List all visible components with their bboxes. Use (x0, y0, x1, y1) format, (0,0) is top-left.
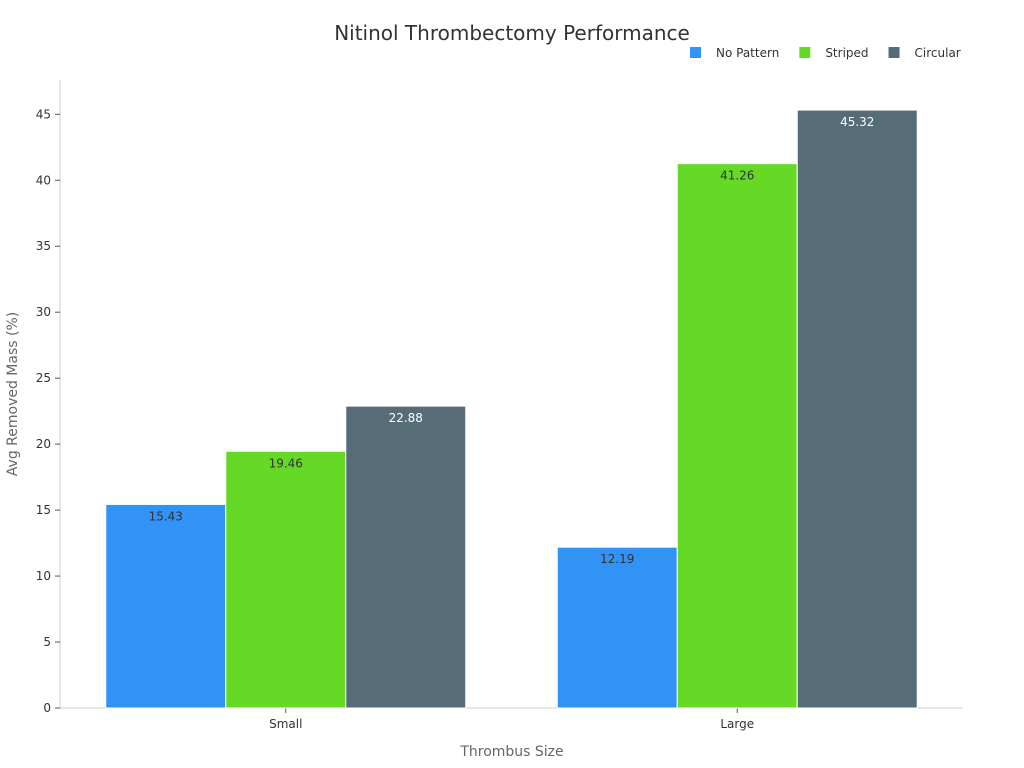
y-tick-label: 10 (36, 569, 51, 583)
y-tick-label: 40 (36, 173, 51, 187)
bar-value-label: 19.46 (269, 456, 303, 470)
bar-circular-large (796, 109, 918, 709)
y-tick-label: 20 (36, 437, 51, 451)
bar-circular-small (345, 405, 467, 709)
bar-labels: 15.43 19.46 22.88 12.19 41.26 45.32 (149, 115, 875, 566)
bar-value-label: 41.26 (720, 169, 754, 183)
x-tick-label: Large (720, 717, 754, 731)
legend-label: Striped (825, 46, 868, 60)
bar-no-pattern-small (105, 503, 227, 709)
y-tick-label: 35 (36, 239, 51, 253)
legend-label: No Pattern (716, 46, 779, 60)
legend: No Pattern Striped Circular (690, 46, 961, 60)
y-tick-label: 45 (36, 107, 51, 121)
legend-swatch-striped (799, 47, 811, 58)
x-axis: Small Large (60, 707, 963, 731)
chart-title: Nitinol Thrombectomy Performance (334, 21, 690, 45)
bar-value-label: 15.43 (149, 509, 183, 523)
legend-label: Circular (915, 46, 961, 60)
y-axis: 0 5 10 15 20 25 30 35 40 45 (36, 80, 61, 715)
bar-striped-large (676, 163, 798, 709)
bar-value-label: 12.19 (600, 552, 634, 566)
y-axis-title: Avg Removed Mass (%) (5, 312, 21, 476)
bar-no-pattern-large (556, 546, 678, 709)
y-tick-label: 25 (36, 371, 51, 385)
y-tick-label: 5 (43, 635, 51, 649)
y-tick-label: 30 (36, 305, 51, 319)
bar-striped-small (225, 450, 347, 709)
legend-swatch-circular (888, 47, 900, 58)
y-tick-label: 15 (36, 503, 51, 517)
x-tick-label: Small (269, 717, 302, 731)
bar-value-label: 22.88 (389, 411, 423, 425)
legend-swatch-no-pattern (690, 47, 701, 58)
y-tick-label: 0 (43, 701, 51, 715)
bar-value-label: 45.32 (840, 115, 874, 129)
bars (105, 109, 918, 709)
x-axis-title: Thrombus Size (459, 744, 563, 760)
